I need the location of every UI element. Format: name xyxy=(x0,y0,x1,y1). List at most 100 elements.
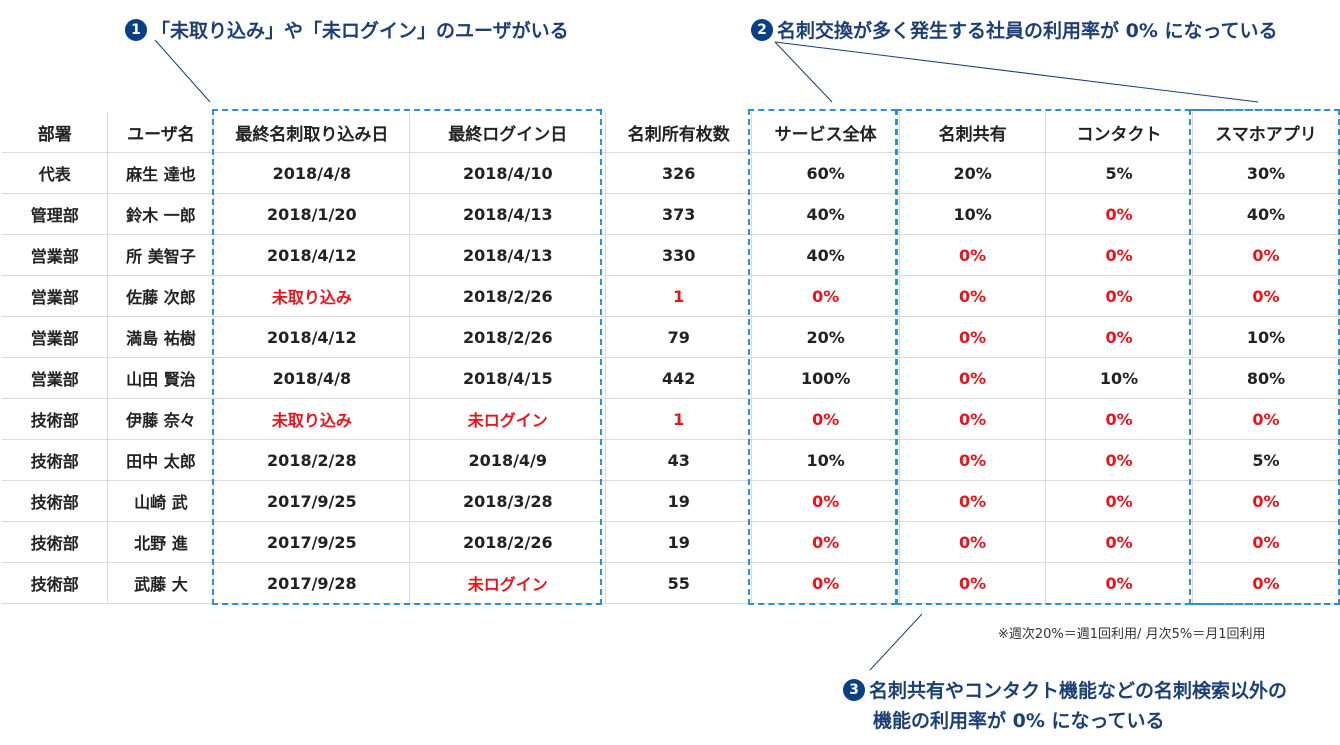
cell-last-import-date: 未取り込み xyxy=(213,398,411,440)
cell-department: 営業部 xyxy=(2,316,109,358)
cell-last-import-date: 2018/2/28 xyxy=(213,439,411,481)
callout-2-connector-a xyxy=(774,41,833,103)
cell-service-overall: 40% xyxy=(751,234,901,276)
cell-username: 満島 祐樹 xyxy=(107,316,215,358)
cell-card-count: 19 xyxy=(605,480,753,522)
cell-department: 技術部 xyxy=(2,562,109,604)
cell-card-sharing: 0% xyxy=(899,562,1047,604)
cell-card-count: 1 xyxy=(605,275,753,317)
callout-2: 2 名刺交換が多く発生する社員の利用率が 0% になっている xyxy=(751,16,1278,43)
cell-contact: 0% xyxy=(1045,398,1193,440)
cell-contact: 0% xyxy=(1045,275,1193,317)
cell-username: 麻生 達也 xyxy=(107,152,215,194)
callout-1-text: 「未取り込み」や「未ログイン」のユーザがいる xyxy=(151,20,569,42)
header-last-login-date: 最終ログイン日 xyxy=(409,112,607,153)
cell-smartphone-app: 30% xyxy=(1191,152,1340,194)
table-row: 技術部 田中 太郎 2018/2/28 2018/4/9 43 10% 0% 0% 5% xyxy=(2,439,1340,481)
cell-last-login-date: 未ログイン xyxy=(409,398,607,440)
usage-table: 部署 ユーザ名 最終名刺取り込み日 最終ログイン日 名刺所有枚数 サービス全体 … xyxy=(2,112,1340,604)
callout-3-number: 3 xyxy=(843,678,865,701)
cell-service-overall: 0% xyxy=(751,275,901,317)
cell-smartphone-app: 0% xyxy=(1191,234,1340,276)
cell-department: 技術部 xyxy=(2,480,109,522)
cell-card-count: 79 xyxy=(605,316,753,358)
cell-card-count: 330 xyxy=(605,234,753,276)
cell-service-overall: 20% xyxy=(751,316,901,358)
cell-last-import-date: 2018/1/20 xyxy=(213,193,411,235)
cell-card-count: 55 xyxy=(605,562,753,604)
cell-service-overall: 100% xyxy=(751,357,901,399)
callout-3-text: 名刺共有やコンタクト機能などの名刺検索以外の xyxy=(869,680,1288,702)
cell-department: 営業部 xyxy=(2,275,109,317)
cell-last-login-date: 2018/4/13 xyxy=(409,234,607,276)
cell-last-login-date: 2018/2/26 xyxy=(409,275,607,317)
callout-1: 1 「未取り込み」や「未ログイン」のユーザがいる xyxy=(125,16,569,43)
header-username: ユーザ名 xyxy=(107,112,215,153)
cell-smartphone-app: 80% xyxy=(1191,357,1340,399)
cell-username: 伊藤 奈々 xyxy=(107,398,215,440)
table-row: 技術部 北野 進 2017/9/25 2018/2/26 19 0% 0% 0% 0% xyxy=(2,521,1340,563)
cell-card-sharing: 0% xyxy=(899,316,1047,358)
cell-card-sharing: 20% xyxy=(899,152,1047,194)
cell-smartphone-app: 0% xyxy=(1191,398,1340,440)
cell-username: 武藤 大 xyxy=(107,562,215,604)
cell-last-import-date: 2017/9/28 xyxy=(213,562,411,604)
cell-card-sharing: 0% xyxy=(899,357,1047,399)
cell-username: 所 美智子 xyxy=(107,234,215,276)
cell-service-overall: 0% xyxy=(751,398,901,440)
cell-contact: 0% xyxy=(1045,234,1193,276)
cell-card-sharing: 0% xyxy=(899,398,1047,440)
callout-3-connector xyxy=(869,613,923,671)
callout-2-connector-b xyxy=(774,41,1259,103)
callout-3-text-line2: 機能の利用率が 0% になっている xyxy=(873,710,1165,732)
table-row: 営業部 佐藤 次郎 未取り込み 2018/2/26 1 0% 0% 0% 0% xyxy=(2,275,1340,317)
header-smartphone-app: スマホアプリ xyxy=(1191,112,1340,153)
cell-smartphone-app: 0% xyxy=(1191,521,1340,563)
table-row: 技術部 伊藤 奈々 未取り込み 未ログイン 1 0% 0% 0% 0% xyxy=(2,398,1340,440)
header-service-overall: サービス全体 xyxy=(751,112,901,153)
cell-last-import-date: 2018/4/8 xyxy=(213,357,411,399)
table-row: 営業部 山田 賢治 2018/4/8 2018/4/15 442 100% 0% 10% 80% xyxy=(2,357,1340,399)
cell-last-import-date: 2018/4/8 xyxy=(213,152,411,194)
cell-last-login-date: 2018/2/26 xyxy=(409,521,607,563)
cell-last-import-date: 未取り込み xyxy=(213,275,411,317)
cell-contact: 10% xyxy=(1045,357,1193,399)
cell-card-sharing: 0% xyxy=(899,521,1047,563)
table-row: 技術部 山崎 武 2017/9/25 2018/3/28 19 0% 0% 0% 0% xyxy=(2,480,1340,522)
callout-1-number: 1 xyxy=(125,18,147,41)
header-card-sharing: 名刺共有 xyxy=(899,112,1047,153)
cell-card-count: 373 xyxy=(605,193,753,235)
cell-smartphone-app: 10% xyxy=(1191,316,1340,358)
cell-username: 山田 賢治 xyxy=(107,357,215,399)
cell-last-import-date: 2017/9/25 xyxy=(213,521,411,563)
cell-card-sharing: 0% xyxy=(899,439,1047,481)
cell-department: 技術部 xyxy=(2,439,109,481)
cell-contact: 0% xyxy=(1045,521,1193,563)
cell-card-sharing: 10% xyxy=(899,193,1047,235)
callout-1-connector xyxy=(154,39,211,103)
cell-contact: 0% xyxy=(1045,193,1193,235)
cell-last-login-date: 2018/3/28 xyxy=(409,480,607,522)
cell-last-import-date: 2017/9/25 xyxy=(213,480,411,522)
cell-username: 佐藤 次郎 xyxy=(107,275,215,317)
cell-card-count: 43 xyxy=(605,439,753,481)
callout-3: 3 名刺共有やコンタクト機能などの名刺検索以外の xyxy=(843,676,1287,703)
table-row: 営業部 満島 祐樹 2018/4/12 2018/2/26 79 20% 0% 0% 10% xyxy=(2,316,1340,358)
cell-smartphone-app: 0% xyxy=(1191,480,1340,522)
cell-card-sharing: 0% xyxy=(899,480,1047,522)
cell-smartphone-app: 5% xyxy=(1191,439,1340,481)
callout-2-text: 名刺交換が多く発生する社員の利用率が 0% になっている xyxy=(777,20,1278,42)
cell-contact: 0% xyxy=(1045,316,1193,358)
cell-username: 田中 太郎 xyxy=(107,439,215,481)
cell-contact: 0% xyxy=(1045,439,1193,481)
cell-service-overall: 10% xyxy=(751,439,901,481)
cell-last-login-date: 2018/2/26 xyxy=(409,316,607,358)
cell-service-overall: 0% xyxy=(751,521,901,563)
cell-department: 技術部 xyxy=(2,398,109,440)
cell-contact: 0% xyxy=(1045,562,1193,604)
usage-note: ※週次20%＝週1回利用/ 月次5%＝月1回利用 xyxy=(998,627,1266,642)
cell-last-login-date: 2018/4/13 xyxy=(409,193,607,235)
cell-card-count: 19 xyxy=(605,521,753,563)
cell-contact: 5% xyxy=(1045,152,1193,194)
